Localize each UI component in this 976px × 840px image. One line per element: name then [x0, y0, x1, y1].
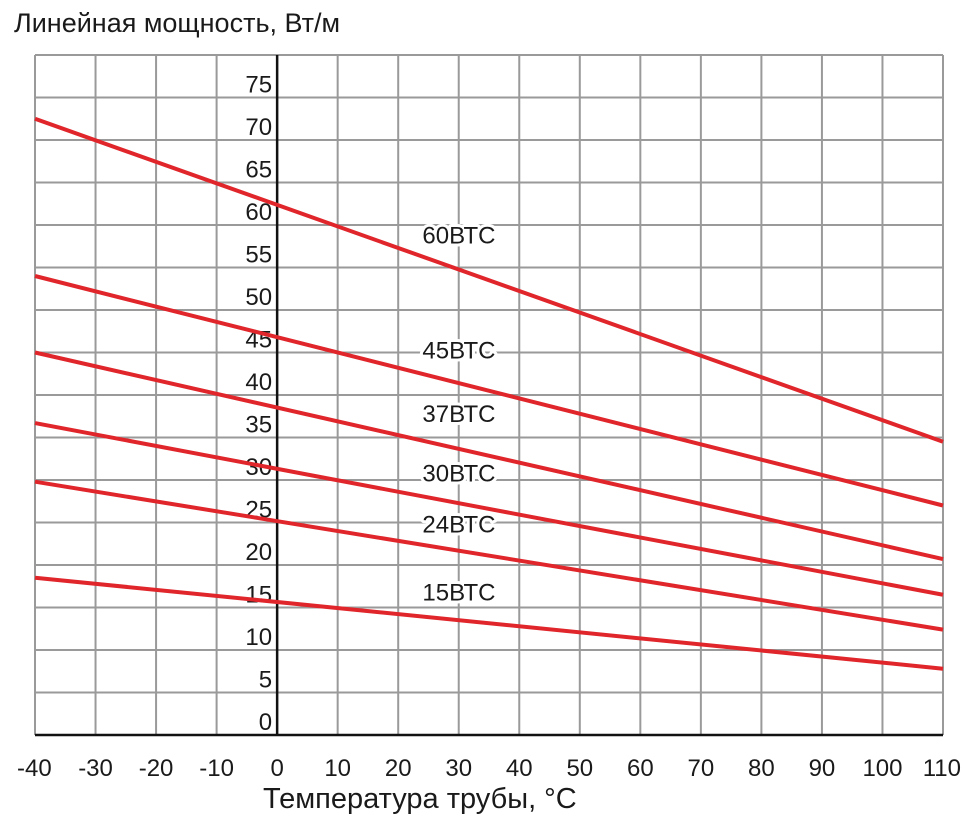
y-tick-label: 20 — [245, 539, 272, 566]
y-tick-label: 0 — [259, 709, 272, 736]
y-tick-label: 35 — [245, 412, 272, 439]
x-tick-label: 10 — [324, 755, 351, 782]
series-line — [34, 421, 944, 597]
y-tick-label: 15 — [245, 582, 272, 609]
x-tick-label: 110 — [923, 755, 961, 782]
series-label: 30ВТС — [422, 461, 495, 488]
x-tick-label: -30 — [78, 755, 113, 782]
series-label: 15ВТС — [422, 580, 495, 607]
y-tick-label: 50 — [245, 284, 272, 311]
chart-title: Линейная мощность, Вт/м — [14, 8, 341, 38]
series-line — [34, 116, 944, 444]
series-line — [34, 575, 944, 671]
y-tick-label: 70 — [245, 114, 272, 141]
series-line — [34, 350, 944, 562]
series-label: 24ВТС — [422, 512, 495, 539]
x-tick-label: 20 — [385, 755, 412, 782]
y-tick-label: 65 — [245, 157, 272, 184]
series-line — [34, 479, 944, 632]
x-tick-label: 40 — [506, 755, 533, 782]
x-tick-label: 90 — [809, 755, 836, 782]
x-tick-label: 100 — [862, 755, 902, 782]
y-tick-label: 5 — [259, 667, 272, 694]
y-tick-label: 55 — [245, 242, 272, 269]
x-tick-label: -20 — [139, 755, 174, 782]
y-tick-label: 40 — [245, 369, 272, 396]
x-tick-label: 80 — [748, 755, 775, 782]
x-tick-label: 0 — [270, 755, 283, 782]
y-tick-label: 75 — [245, 72, 272, 99]
x-tick-label: 30 — [445, 755, 472, 782]
x-tick-label: -10 — [199, 755, 234, 782]
x-tick-label: 50 — [566, 755, 593, 782]
x-axis-label: Температура трубы, °С — [263, 783, 577, 815]
y-tick-label: 10 — [245, 624, 272, 651]
series-line — [34, 274, 944, 508]
series-label: 45ВТС — [422, 337, 495, 364]
x-tick-label: 60 — [627, 755, 654, 782]
series-label: 60ВТС — [422, 223, 495, 250]
x-tick-label: -40 — [17, 755, 52, 782]
x-tick-label: 70 — [688, 755, 715, 782]
series-label: 37ВТС — [422, 401, 495, 428]
